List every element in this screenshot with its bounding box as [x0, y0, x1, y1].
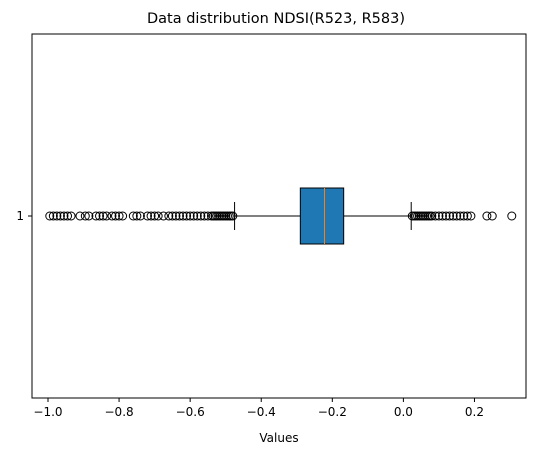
outlier-point — [132, 211, 142, 221]
x-tick-label: −0.2 — [318, 405, 347, 419]
outlier-point — [507, 211, 517, 221]
outlier-point — [459, 211, 469, 221]
x-tick-label: −0.8 — [105, 405, 134, 419]
outlier-point — [441, 211, 451, 221]
outlier-point — [434, 211, 444, 221]
outlier-point — [437, 211, 447, 221]
x-tick-label: −0.6 — [176, 405, 205, 419]
outlier-point — [118, 211, 128, 221]
outlier-point — [164, 211, 174, 221]
outlier-point — [178, 211, 188, 221]
outlier-point — [189, 211, 199, 221]
outlier-point — [52, 211, 62, 221]
outlier-point — [84, 211, 94, 221]
outlier-point — [111, 211, 121, 221]
y-axis: 1 — [16, 209, 32, 223]
outlier-point — [107, 211, 117, 221]
outlier-point — [55, 211, 65, 221]
outlier-point — [150, 211, 160, 221]
chart-title: Data distribution NDSI(R523, R583) — [147, 11, 405, 27]
outlier-point — [135, 211, 145, 221]
outlier-point — [203, 211, 213, 221]
outlier-point — [75, 211, 85, 221]
outlier-point — [192, 211, 202, 221]
iqr-box — [299, 187, 345, 245]
outlier-point — [153, 211, 163, 221]
outlier-point — [171, 211, 181, 221]
outlier-point — [430, 211, 440, 221]
outlier-point — [167, 211, 177, 221]
outlier-point — [455, 211, 465, 221]
box-1 — [45, 187, 517, 245]
outlier-point — [98, 211, 108, 221]
outlier-point — [158, 211, 168, 221]
outlier-point — [228, 211, 238, 221]
plot-area — [45, 187, 517, 245]
outlier-point — [146, 211, 156, 221]
outlier-point — [196, 211, 206, 221]
outlier-point — [95, 211, 105, 221]
outlier-point — [59, 211, 69, 221]
outlier-point — [427, 211, 437, 221]
outlier-point — [63, 211, 73, 221]
outlier-point — [66, 211, 76, 221]
outlier-point — [185, 211, 195, 221]
outlier-point — [91, 211, 101, 221]
outlier-point — [128, 211, 138, 221]
outlier-point — [114, 211, 124, 221]
outlier-point — [80, 211, 90, 221]
outlier-point — [448, 211, 458, 221]
outlier-point — [482, 211, 492, 221]
outlier-point — [452, 211, 462, 221]
x-axis: −1.0 −0.8 −0.6 −0.4 −0.2 0.0 0.2 — [33, 398, 484, 419]
x-tick-label: 0.2 — [465, 405, 484, 419]
outlier-point — [182, 211, 192, 221]
outlier-point — [199, 211, 209, 221]
outlier-point — [45, 211, 55, 221]
outlier-point — [48, 211, 58, 221]
outlier-point — [462, 211, 472, 221]
x-axis-label: Values — [259, 431, 298, 445]
x-tick-label: 0.0 — [394, 405, 413, 419]
outlier-point — [445, 211, 455, 221]
outlier-point — [174, 211, 184, 221]
outlier-point — [487, 211, 497, 221]
x-tick-label: −1.0 — [33, 405, 62, 419]
x-tick-label: −0.4 — [247, 405, 276, 419]
y-tick-label: 1 — [16, 209, 24, 223]
outlier-point — [466, 211, 476, 221]
outlier-point — [102, 211, 112, 221]
outlier-point — [143, 211, 153, 221]
